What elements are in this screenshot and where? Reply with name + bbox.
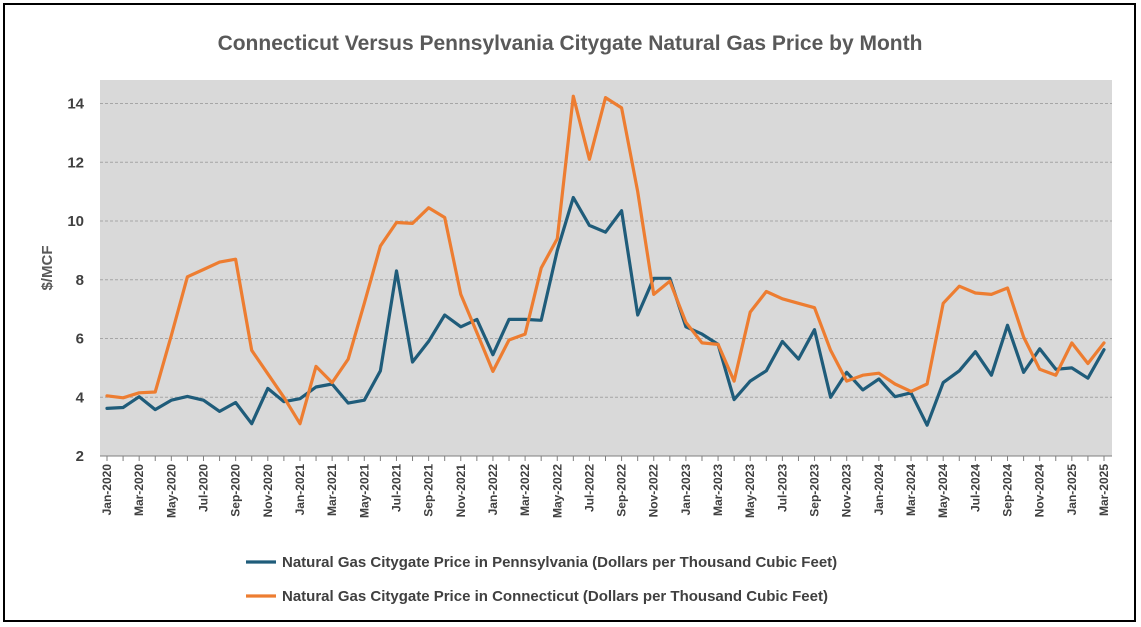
x-tick-label: Jul-2022	[582, 464, 596, 512]
x-tick-label: Nov-2024	[1033, 464, 1047, 518]
series-line-connecticut	[105, 94, 1106, 426]
y-tick-label: 4	[76, 389, 85, 406]
x-tick-label: Sep-2024	[1001, 464, 1015, 517]
x-tick-label: Mar-2023	[711, 464, 725, 516]
x-tick-label: May-2021	[357, 464, 371, 518]
x-tick-label: Sep-2022	[615, 464, 629, 517]
x-tick-label: Jul-2024	[968, 464, 982, 512]
x-tick-label: Jan-2023	[679, 464, 693, 516]
y-tick-label: 12	[67, 154, 84, 171]
x-tick-label: Mar-2022	[518, 464, 532, 516]
y-axis-label: $/MCF	[39, 246, 56, 291]
plot-area	[100, 80, 1112, 456]
x-tick-label: Nov-2021	[454, 464, 468, 518]
series-lines	[105, 94, 1106, 427]
y-tick-label: 10	[67, 213, 84, 230]
x-tick-label: Jan-2025	[1065, 464, 1079, 516]
x-tick-label: Nov-2023	[840, 464, 854, 518]
x-tick-label: Mar-2025	[1097, 464, 1111, 516]
x-tick-label: Nov-2022	[647, 464, 661, 518]
x-tick-label: Sep-2020	[229, 464, 243, 517]
x-tick-label: May-2020	[164, 464, 178, 518]
x-tick-label: Mar-2021	[325, 464, 339, 516]
x-tick-label: Jan-2022	[486, 464, 500, 516]
x-tick-label: May-2023	[743, 464, 757, 518]
x-tick-label: Jul-2021	[389, 464, 403, 512]
x-axis: Jan-2020 Mar-2020 May-2020 Jul-2020 Sep-2020…	[100, 455, 1112, 518]
x-tick-label: Jan-2020	[100, 464, 114, 516]
x-tick-label: Mar-2020	[132, 464, 146, 516]
y-tick-label: 2	[76, 448, 84, 465]
legend-entry: Natural Gas Citygate Price in Pennsylvan…	[282, 554, 837, 571]
x-tick-label: Mar-2024	[904, 464, 918, 516]
x-tick-label: Jan-2024	[872, 464, 886, 516]
x-tick-label: May-2022	[550, 464, 564, 518]
y-tick-label: 14	[67, 96, 84, 113]
legend-entry: Natural Gas Citygate Price in Connecticu…	[282, 588, 828, 605]
x-tick-label: Sep-2021	[422, 464, 436, 517]
y-tick-label: 6	[76, 331, 84, 348]
y-tick-label: 8	[76, 272, 84, 289]
x-tick-label: Jul-2020	[196, 464, 210, 512]
series-line-pennsylvania	[105, 195, 1106, 427]
x-tick-label: Sep-2023	[808, 464, 822, 517]
y-axis-ticks: 2 4 6 8 10 12 14	[67, 96, 84, 466]
legend: Natural Gas Citygate Price in Pennsylvan…	[246, 554, 837, 605]
x-tick-label: Nov-2020	[261, 464, 275, 518]
x-tick-label: Jul-2023	[775, 464, 789, 512]
x-tick-label: May-2024	[936, 464, 950, 518]
x-tick-label: Jan-2021	[293, 464, 307, 516]
chart-title: Connecticut Versus Pennsylvania Citygate…	[218, 32, 923, 55]
